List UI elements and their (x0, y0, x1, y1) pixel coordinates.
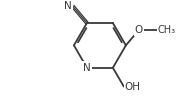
Text: N: N (83, 63, 91, 73)
Text: OH: OH (125, 82, 141, 92)
Text: CH₃: CH₃ (158, 25, 176, 35)
Text: N: N (64, 1, 72, 11)
Text: O: O (135, 25, 143, 35)
